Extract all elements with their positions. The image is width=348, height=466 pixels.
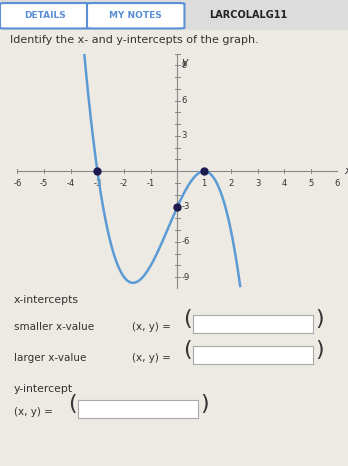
Text: MY NOTES: MY NOTES (109, 11, 162, 20)
Text: -1: -1 (147, 179, 155, 188)
Text: 3: 3 (182, 131, 187, 140)
Text: 1: 1 (201, 179, 207, 188)
Text: (x, y) =: (x, y) = (132, 322, 171, 331)
Text: -6: -6 (13, 179, 22, 188)
FancyBboxPatch shape (87, 3, 184, 28)
Text: DETAILS: DETAILS (24, 11, 66, 20)
Text: Identify the x- and y-intercepts of the graph.: Identify the x- and y-intercepts of the … (10, 35, 259, 45)
Text: x: x (344, 166, 348, 176)
Text: y: y (182, 57, 188, 67)
Text: 2: 2 (228, 179, 234, 188)
FancyBboxPatch shape (0, 3, 90, 28)
Text: y-intercept: y-intercept (14, 384, 73, 394)
Text: -5: -5 (40, 179, 48, 188)
Text: (: ( (68, 394, 77, 414)
Text: (x, y) =: (x, y) = (14, 407, 53, 417)
Text: 4: 4 (282, 179, 287, 188)
Text: -9: -9 (182, 273, 190, 281)
Text: 6: 6 (182, 96, 187, 105)
Text: smaller x-value: smaller x-value (14, 322, 94, 331)
Text: ): ) (315, 340, 324, 360)
Text: -4: -4 (66, 179, 75, 188)
Text: ): ) (315, 309, 324, 329)
Text: 9: 9 (182, 61, 187, 70)
Text: 5: 5 (308, 179, 314, 188)
Text: -2: -2 (120, 179, 128, 188)
Text: ): ) (200, 394, 209, 414)
Text: LARCOLALG11: LARCOLALG11 (209, 10, 287, 20)
Text: larger x-value: larger x-value (14, 353, 86, 363)
Text: -6: -6 (182, 237, 190, 247)
Text: 3: 3 (255, 179, 260, 188)
Text: (x, y) =: (x, y) = (132, 353, 171, 363)
Text: 6: 6 (335, 179, 340, 188)
Text: -3: -3 (182, 202, 190, 211)
Text: -3: -3 (93, 179, 102, 188)
Text: (: ( (183, 309, 191, 329)
Text: (: ( (183, 340, 191, 360)
Text: x-intercepts: x-intercepts (14, 295, 79, 305)
